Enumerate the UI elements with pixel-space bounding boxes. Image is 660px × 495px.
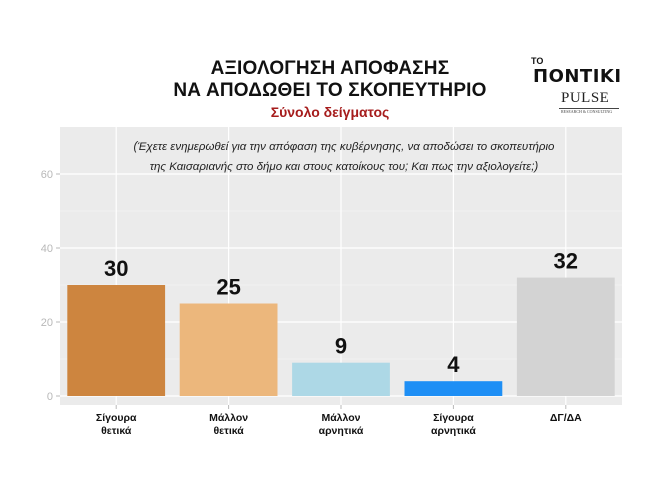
- x-tick-label: αρνητικά: [431, 425, 476, 437]
- y-tick-label: 20: [41, 317, 53, 329]
- pontiki-pulse-logo: ΤΟ ΠΟΝΤΙΚΙ PULSE RESEARCH & CONSULTING: [531, 56, 621, 118]
- value-label: 4: [447, 352, 460, 377]
- value-label: 32: [554, 249, 578, 274]
- question-line-1: (Έχετε ενημερωθεί για την απόφαση της κυ…: [134, 141, 556, 153]
- bars: [67, 277, 615, 396]
- logo-name: ΠΟΝΤΙΚΙ: [533, 66, 622, 87]
- bar: [292, 362, 390, 396]
- y-tick-label: 0: [47, 391, 53, 403]
- question-line-2: της Καισαριανής στο δήμο και στους κατοί…: [150, 161, 539, 173]
- chart-title: ΑΞΙΟΛΟΓΗΣΗ ΑΠΟΦΑΣΗΣ ΝΑ ΑΠΟΔΩΘΕΙ ΤΟ ΣΚΟΠΕ…: [140, 58, 520, 102]
- value-label: 25: [216, 275, 240, 300]
- y-tick-label: 40: [41, 243, 53, 255]
- logo-brand: PULSE: [561, 90, 610, 106]
- x-tick-label: Σίγουρα: [96, 412, 137, 424]
- x-tick-label: θετικά: [101, 425, 132, 437]
- bar: [516, 277, 615, 396]
- logo-rule: [559, 108, 619, 109]
- bar: [404, 381, 503, 396]
- x-tick-label: αρνητικά: [319, 425, 364, 437]
- y-axis: 0 20 40 60: [41, 169, 60, 403]
- x-tick-label: Σίγουρα: [433, 412, 474, 424]
- chart-subtitle: Σύνολο δείγματος: [270, 104, 390, 120]
- x-tick-label: Μάλλον: [321, 412, 360, 424]
- chart-title-line-1: ΑΞΙΟΛΟΓΗΣΗ ΑΠΟΦΑΣΗΣ: [210, 58, 450, 79]
- x-tick-label: ΔΓ/ΔΑ: [550, 412, 582, 424]
- bar: [179, 303, 278, 396]
- value-label: 30: [104, 256, 128, 281]
- bar: [67, 285, 166, 396]
- value-labels: 30 25 9 4 32: [104, 249, 578, 378]
- value-label: 9: [335, 334, 347, 359]
- logo-prefix: ΤΟ: [531, 56, 544, 66]
- x-axis: ΣίγουραθετικάΜάλλονθετικάΜάλλοναρνητικάΣ…: [96, 405, 582, 437]
- y-tick-label: 60: [41, 169, 53, 181]
- logo-tagline: RESEARCH & CONSULTING: [561, 109, 613, 114]
- chart-title-line-2: ΝΑ ΑΠΟΔΩΘΕΙ ΤΟ ΣΚΟΠΕΥΤΗΡΙΟ: [173, 80, 487, 101]
- x-tick-label: θετικά: [213, 425, 244, 437]
- x-tick-label: Μάλλον: [209, 412, 248, 424]
